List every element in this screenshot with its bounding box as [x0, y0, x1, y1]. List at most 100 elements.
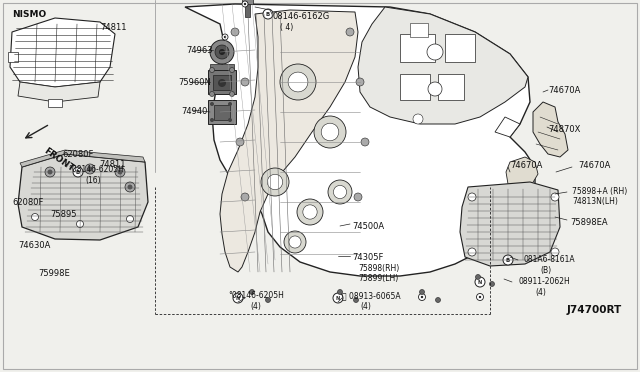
- Circle shape: [303, 205, 317, 219]
- Circle shape: [428, 82, 442, 96]
- Text: 08911-2062H: 08911-2062H: [519, 278, 571, 286]
- Bar: [410, 23, 428, 37]
- Circle shape: [361, 138, 369, 146]
- Bar: [208, 70, 236, 94]
- Circle shape: [250, 289, 255, 295]
- Text: NISMO: NISMO: [12, 10, 46, 19]
- Circle shape: [230, 92, 234, 96]
- Text: (16): (16): [85, 176, 100, 185]
- Circle shape: [477, 294, 483, 301]
- Circle shape: [263, 9, 273, 19]
- Bar: [245, 3, 250, 17]
- Circle shape: [337, 296, 339, 298]
- Circle shape: [118, 170, 122, 174]
- Polygon shape: [18, 82, 100, 102]
- Circle shape: [337, 289, 342, 295]
- Circle shape: [127, 215, 134, 222]
- Circle shape: [333, 185, 347, 199]
- Text: 75898EA: 75898EA: [570, 218, 607, 227]
- Circle shape: [476, 275, 481, 279]
- Text: (4): (4): [360, 301, 371, 311]
- Circle shape: [479, 296, 481, 298]
- Text: 75895: 75895: [50, 209, 77, 218]
- Circle shape: [419, 294, 426, 301]
- Circle shape: [551, 193, 559, 201]
- Circle shape: [346, 28, 354, 36]
- Circle shape: [218, 79, 226, 87]
- Text: 75898+A (RH): 75898+A (RH): [572, 186, 627, 196]
- Text: (4): (4): [250, 301, 261, 311]
- Circle shape: [224, 36, 226, 38]
- Circle shape: [268, 174, 283, 190]
- Circle shape: [244, 3, 246, 5]
- Text: 081A6-8161A: 081A6-8161A: [524, 256, 575, 264]
- Circle shape: [314, 116, 346, 148]
- Text: FRONT: FRONT: [42, 146, 76, 174]
- Polygon shape: [8, 52, 18, 62]
- Text: 74670A: 74670A: [510, 160, 542, 170]
- Circle shape: [219, 49, 225, 55]
- Polygon shape: [210, 64, 234, 70]
- Circle shape: [321, 123, 339, 141]
- Circle shape: [236, 138, 244, 146]
- Polygon shape: [185, 4, 535, 276]
- Text: 75998E: 75998E: [38, 269, 70, 278]
- Circle shape: [435, 298, 440, 302]
- Text: 74940: 74940: [181, 106, 207, 115]
- Text: N: N: [236, 295, 240, 301]
- Bar: [214, 105, 230, 120]
- Circle shape: [127, 185, 132, 189]
- Circle shape: [234, 294, 241, 301]
- Text: (4): (4): [535, 289, 546, 298]
- Text: 75960N: 75960N: [178, 77, 211, 87]
- Circle shape: [233, 293, 243, 303]
- Text: 74670A: 74670A: [578, 160, 611, 170]
- Circle shape: [333, 293, 343, 303]
- Text: N: N: [336, 295, 340, 301]
- Polygon shape: [18, 154, 148, 240]
- Circle shape: [551, 248, 559, 256]
- Circle shape: [468, 248, 476, 256]
- Circle shape: [47, 170, 52, 174]
- Text: °08146-6205H: °08146-6205H: [228, 292, 284, 301]
- Circle shape: [209, 67, 214, 73]
- Circle shape: [31, 214, 38, 221]
- Circle shape: [266, 298, 271, 302]
- Circle shape: [85, 164, 95, 174]
- Circle shape: [231, 28, 239, 36]
- Circle shape: [241, 78, 249, 86]
- Text: ( 4): ( 4): [280, 22, 293, 32]
- Text: 74870X: 74870X: [548, 125, 580, 134]
- Text: 74963: 74963: [186, 45, 212, 55]
- Circle shape: [421, 296, 423, 298]
- Circle shape: [230, 67, 234, 73]
- Text: 74811: 74811: [100, 22, 127, 32]
- Circle shape: [427, 44, 443, 60]
- Text: 74500A: 74500A: [352, 221, 384, 231]
- Text: 74670A: 74670A: [548, 86, 580, 94]
- Bar: [208, 100, 236, 124]
- Bar: [242, 0, 253, 4]
- Circle shape: [237, 296, 239, 298]
- Text: 08146-6162G: 08146-6162G: [273, 12, 330, 20]
- Text: 75899(LH): 75899(LH): [358, 273, 398, 282]
- Circle shape: [215, 45, 229, 59]
- Polygon shape: [10, 18, 115, 87]
- Circle shape: [328, 180, 352, 204]
- Circle shape: [419, 289, 424, 295]
- Polygon shape: [220, 10, 358, 272]
- Circle shape: [210, 40, 234, 64]
- Text: 62080F: 62080F: [12, 198, 44, 206]
- Circle shape: [289, 236, 301, 248]
- Text: 75898(RH): 75898(RH): [358, 263, 399, 273]
- Bar: [438, 74, 464, 100]
- Circle shape: [503, 255, 513, 265]
- Text: N: N: [478, 279, 482, 285]
- Circle shape: [45, 167, 55, 177]
- Circle shape: [115, 167, 125, 177]
- Text: 74305F: 74305F: [352, 253, 383, 262]
- Text: J74700RT: J74700RT: [567, 305, 622, 315]
- Circle shape: [73, 167, 83, 177]
- Polygon shape: [20, 150, 145, 167]
- Bar: [400, 74, 430, 100]
